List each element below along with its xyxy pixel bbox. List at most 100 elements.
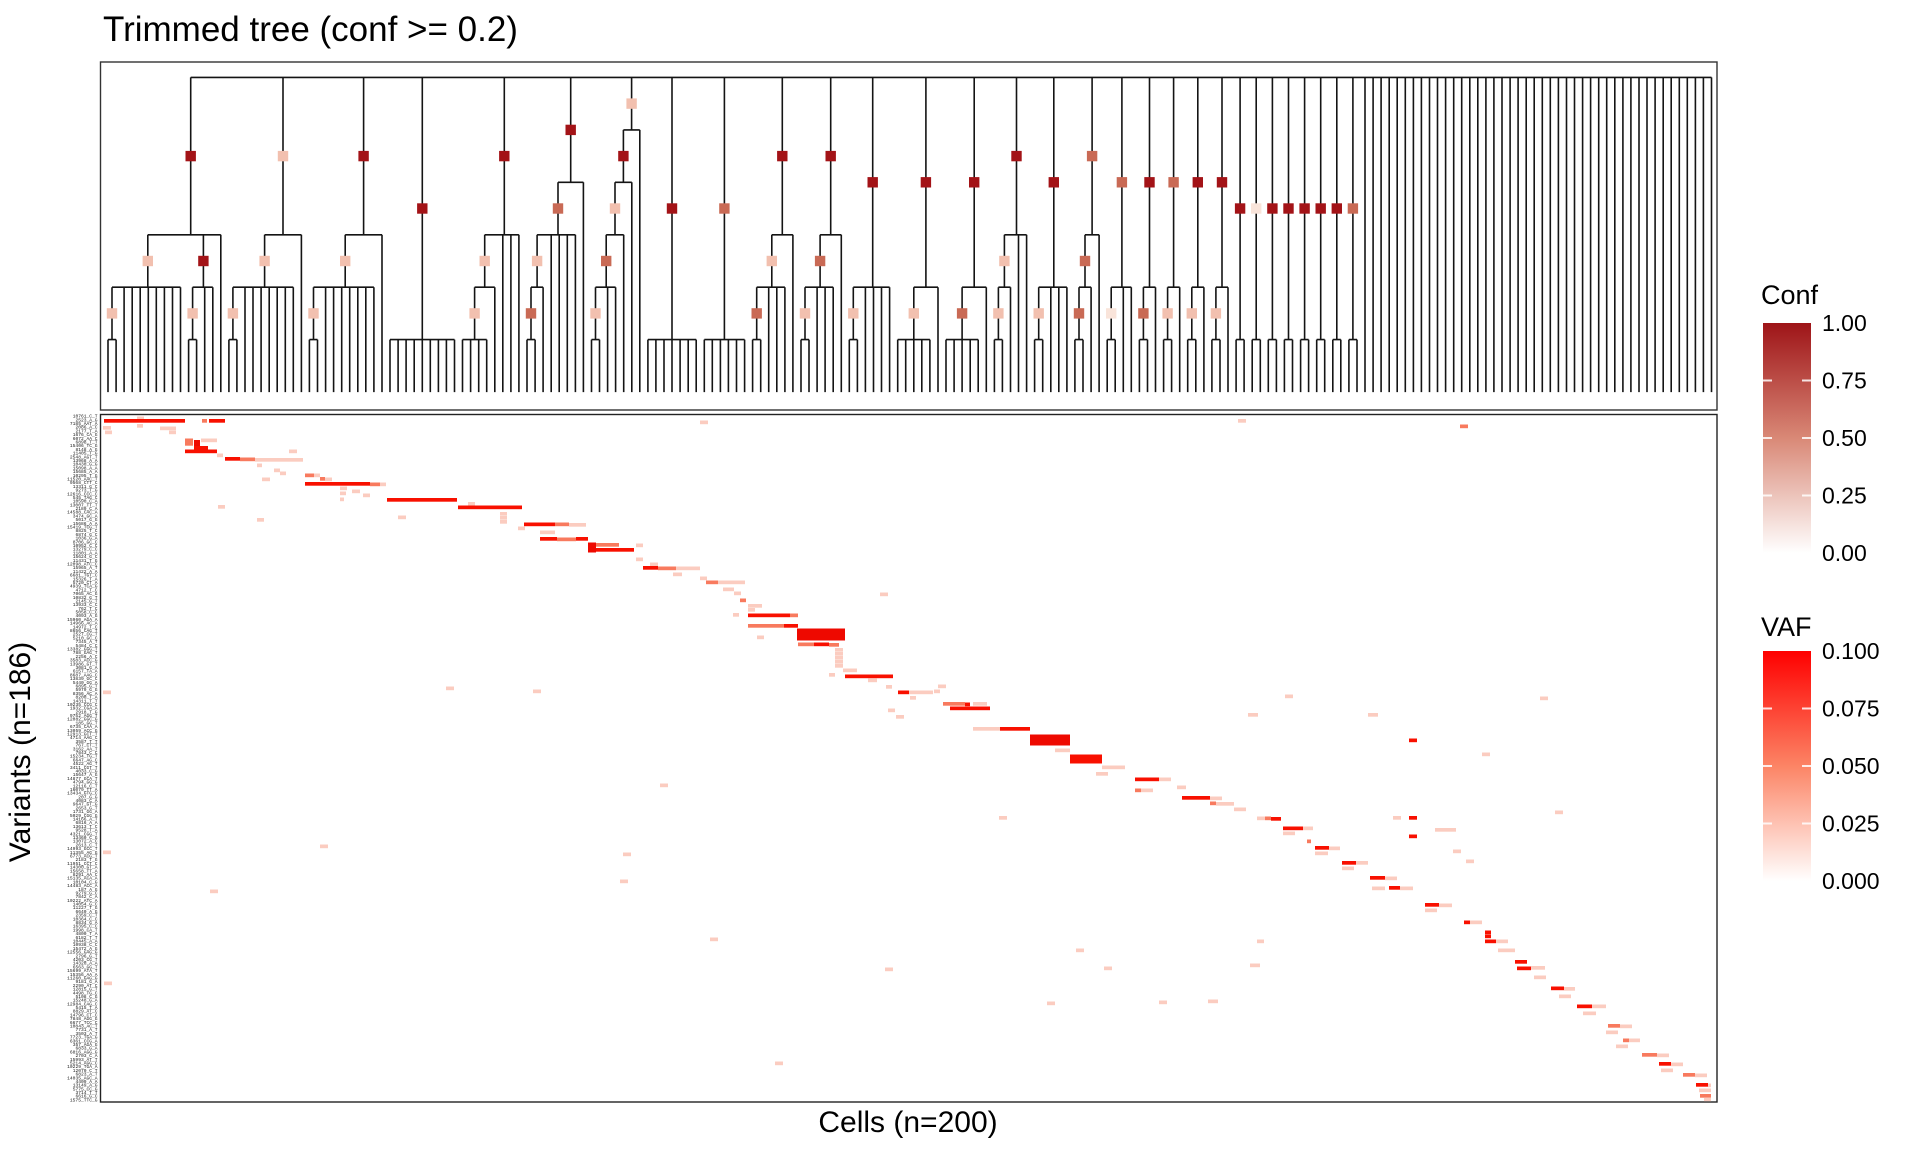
svg-text:12098_ATC_C: 12098_ATC_C: [67, 562, 98, 568]
svg-text:15248_G_A: 15248_G_A: [73, 998, 98, 1004]
svg-text:10229_TGA_A: 10229_TGA_A: [67, 1064, 98, 1070]
svg-text:4712_T_C: 4712_T_C: [75, 587, 97, 593]
svg-text:12984_CAG_C: 12984_CAG_C: [67, 1001, 98, 1007]
svg-text:0.000: 0.000: [1822, 868, 1880, 894]
svg-text:187_A_G: 187_A_G: [78, 887, 98, 893]
svg-text:2256_A_C: 2256_A_C: [75, 654, 97, 660]
svg-text:6681_TGT_C: 6681_TGT_C: [70, 573, 98, 579]
svg-text:9528_T_A: 9528_T_A: [75, 828, 97, 834]
svg-text:2189_C_A: 2189_C_A: [75, 506, 97, 512]
svg-text:6895_G_T: 6895_G_T: [75, 684, 97, 690]
svg-text:357_AGA_G: 357_AGA_G: [73, 1042, 98, 1048]
svg-text:2653_G_T: 2653_G_T: [75, 805, 97, 811]
svg-text:10222_ATC_A: 10222_ATC_A: [67, 898, 98, 904]
svg-text:15098_A_A: 15098_A_A: [73, 465, 98, 471]
svg-text:13007_TT_T: 13007_TT_T: [70, 502, 98, 508]
svg-text:10590_C_A: 10590_C_A: [73, 499, 98, 505]
svg-text:13434_GTG_C: 13434_GTG_C: [67, 791, 98, 797]
svg-text:1998_CA_T: 1998_CA_T: [73, 927, 98, 933]
svg-text:15624_G_C: 15624_G_C: [73, 554, 98, 560]
svg-text:14311_T_T: 14311_T_T: [73, 698, 98, 704]
svg-text:14877_GCA_T: 14877_GCA_T: [67, 776, 98, 782]
svg-text:13933_C_C: 13933_C_C: [73, 602, 98, 608]
svg-text:12616_CCC_C: 12616_CCC_C: [67, 491, 98, 497]
svg-text:15993_AT_T: 15993_AT_T: [70, 1057, 98, 1063]
svg-text:7185_AAT_A: 7185_AAT_A: [70, 421, 98, 427]
svg-text:0.25: 0.25: [1822, 483, 1867, 509]
svg-text:9273_T_G: 9273_T_G: [75, 488, 97, 494]
svg-text:13382_GGG_T: 13382_GGG_T: [67, 647, 98, 653]
svg-text:2613_C_T: 2613_C_T: [75, 842, 97, 848]
svg-text:15406_TC_G: 15406_TC_G: [70, 443, 98, 449]
svg-text:6874_G_C: 6874_G_C: [75, 532, 97, 538]
svg-text:3583_ACC_G: 3583_ACC_G: [70, 658, 98, 664]
svg-text:3587_T_T: 3587_T_T: [75, 739, 97, 745]
svg-text:10295_T_G: 10295_T_G: [73, 473, 98, 479]
svg-text:5029_CGG_G: 5029_CGG_G: [70, 813, 98, 819]
svg-text:1.00: 1.00: [1822, 310, 1867, 336]
svg-text:8687_AAG_C: 8687_AAG_C: [70, 672, 98, 678]
svg-text:6072_AA_C: 6072_AA_C: [73, 436, 98, 442]
svg-text:14035_AGC_A: 14035_AGC_A: [67, 1075, 98, 1081]
svg-text:5720_CT_A: 5720_CT_A: [73, 580, 98, 586]
svg-text:Cells (n=200): Cells (n=200): [818, 1106, 997, 1139]
svg-text:11422_A_A: 11422_A_A: [73, 569, 98, 575]
svg-text:10832_G_T: 10832_G_T: [73, 595, 98, 601]
svg-text:6647_AG_C: 6647_AG_C: [73, 757, 98, 763]
svg-text:1932_CGA_A: 1932_CGA_A: [70, 706, 98, 712]
svg-text:13059_ACC_G: 13059_ACC_G: [67, 728, 98, 734]
svg-text:3162_AA_T: 3162_AA_T: [73, 746, 98, 752]
svg-text:2548_AGT_T: 2548_AGT_T: [70, 454, 98, 460]
svg-text:15419_TCG_T: 15419_TCG_T: [67, 525, 98, 531]
svg-text:0.050: 0.050: [1822, 753, 1880, 779]
svg-text:7843_C_C: 7843_C_C: [75, 750, 97, 756]
svg-text:0.025: 0.025: [1822, 811, 1880, 837]
svg-text:11951_CCT_C: 11951_CCT_C: [67, 861, 98, 867]
svg-text:Conf: Conf: [1761, 280, 1819, 310]
svg-text:15685_A_A: 15685_A_A: [73, 469, 98, 475]
svg-text:15686_A_A: 15686_A_A: [73, 521, 98, 527]
svg-text:4203_CG_T: 4203_CG_T: [73, 957, 98, 963]
svg-text:10952_C_C: 10952_C_C: [73, 543, 98, 549]
svg-text:8834_G_A: 8834_G_A: [75, 920, 97, 926]
svg-text:6816_AGG_G: 6816_AGG_G: [70, 1049, 98, 1055]
svg-text:15960_AGA_A: 15960_AGA_A: [67, 617, 98, 623]
svg-text:12913_GCT_T: 12913_GCT_T: [67, 732, 98, 738]
svg-text:12070_C_T: 12070_C_T: [73, 1068, 98, 1074]
svg-text:6735_CAA_A: 6735_CAA_A: [70, 724, 98, 730]
svg-text:10235_CCG_C: 10235_CCG_C: [67, 702, 98, 708]
svg-text:14972_T_C: 14972_T_C: [73, 624, 98, 630]
svg-text:3411_CGT_T: 3411_CGT_T: [70, 765, 98, 771]
svg-text:2523_A_G: 2523_A_G: [75, 417, 97, 423]
svg-text:12082_GGC_G: 12082_GGC_G: [67, 717, 98, 723]
svg-text:6833_G_A: 6833_G_A: [75, 1046, 97, 1052]
svg-text:14483_ACC_A: 14483_ACC_A: [67, 883, 98, 889]
svg-text:0.075: 0.075: [1822, 696, 1880, 722]
svg-text:8656_CAG_T: 8656_CAG_T: [70, 628, 98, 634]
svg-text:12116_C_T: 12116_C_T: [73, 783, 98, 789]
svg-text:11431_T_G: 11431_T_G: [73, 558, 98, 564]
svg-text:Variants (n=186): Variants (n=186): [4, 642, 37, 862]
svg-text:11355_AG_G: 11355_AG_G: [70, 850, 98, 856]
svg-text:6677_TCC_C: 6677_TCC_C: [70, 1020, 98, 1026]
svg-text:14300_GT_A: 14300_GT_A: [70, 865, 98, 871]
svg-text:10445_A_A: 10445_A_A: [73, 939, 98, 945]
svg-text:2703_C_A: 2703_C_A: [75, 1053, 97, 1059]
svg-text:15234_TG_T: 15234_TG_T: [70, 754, 98, 760]
svg-text:7345_A_T: 7345_A_T: [75, 639, 97, 645]
svg-text:7065_AC_G: 7065_AC_G: [73, 591, 98, 597]
svg-text:6823_A_T: 6823_A_T: [75, 1072, 97, 1078]
svg-text:13460_C_G: 13460_C_G: [73, 835, 98, 841]
svg-text:8200_T_A: 8200_T_A: [75, 695, 97, 701]
svg-text:10843_AC_T: 10843_AC_T: [70, 1024, 98, 1030]
svg-text:2527_CG_T: 2527_CG_T: [73, 632, 98, 638]
svg-text:0.00: 0.00: [1822, 540, 1867, 566]
svg-text:15326_T_A: 15326_T_A: [73, 576, 98, 582]
svg-text:5775_CC_G: 5775_CC_G: [73, 1086, 98, 1092]
svg-text:14796_CT_C: 14796_CT_C: [70, 1012, 98, 1018]
svg-text:2918_T_G: 2918_T_G: [75, 709, 97, 715]
svg-text:2183_T_G: 2183_T_G: [75, 857, 97, 863]
svg-text:5484_C_C: 5484_C_C: [75, 643, 97, 649]
svg-text:11227_T_G: 11227_T_G: [73, 905, 98, 911]
svg-text:12815_G_T: 12815_G_T: [73, 987, 98, 993]
